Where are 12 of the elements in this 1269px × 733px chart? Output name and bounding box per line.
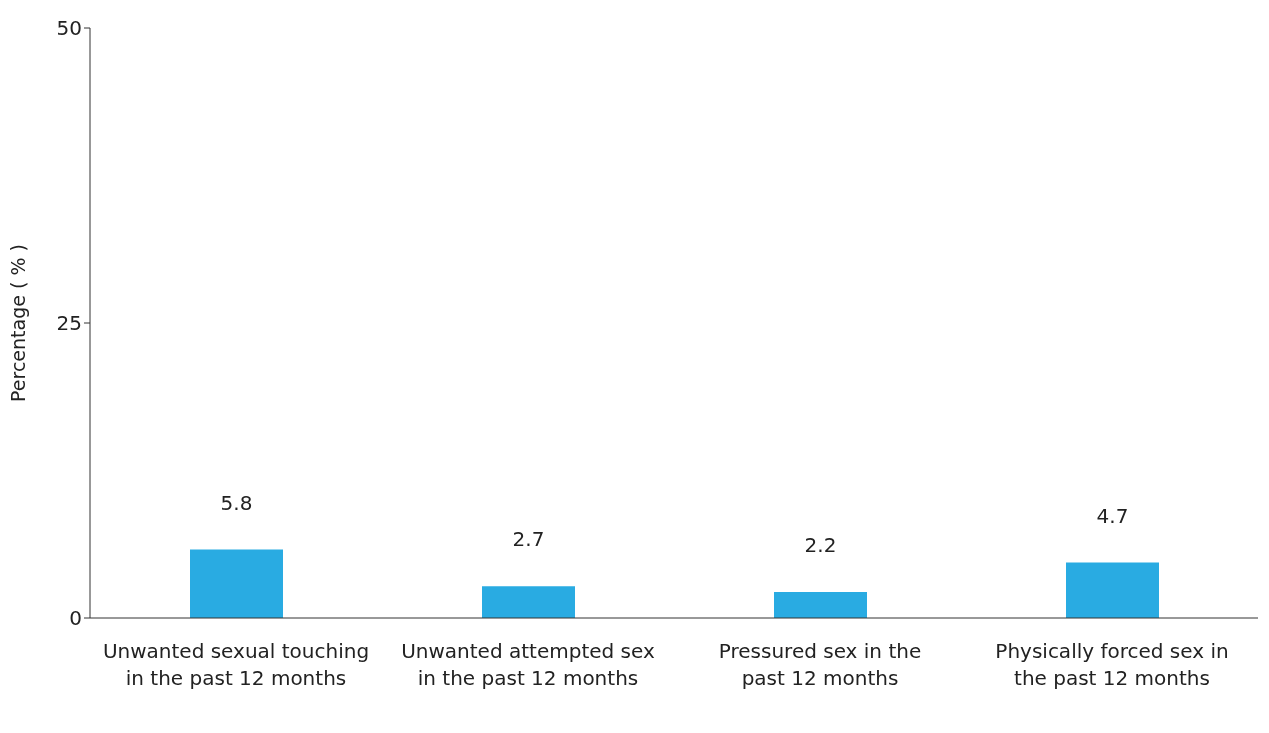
x-tick-label: Pressured sex in the past 12 months: [718, 639, 922, 690]
data-label: 5.8: [220, 490, 253, 515]
data-label: 2.2: [804, 533, 837, 558]
x-tick-label: Physically forced sex in the past 12 months: [995, 639, 1229, 690]
y-tick-label: 50: [56, 16, 82, 41]
data-label: 4.7: [1096, 503, 1129, 528]
y-tick-label: 25: [56, 311, 82, 336]
y-axis-title: Percentage ( % ): [6, 244, 29, 402]
x-tick-label: Unwanted attempted sex in the past 12 months: [401, 639, 655, 690]
y-tick-label: 0: [69, 606, 82, 631]
x-tick-label: Unwanted sexual touching in the past 12 months: [102, 639, 370, 690]
data-label: 2.7: [512, 527, 545, 552]
